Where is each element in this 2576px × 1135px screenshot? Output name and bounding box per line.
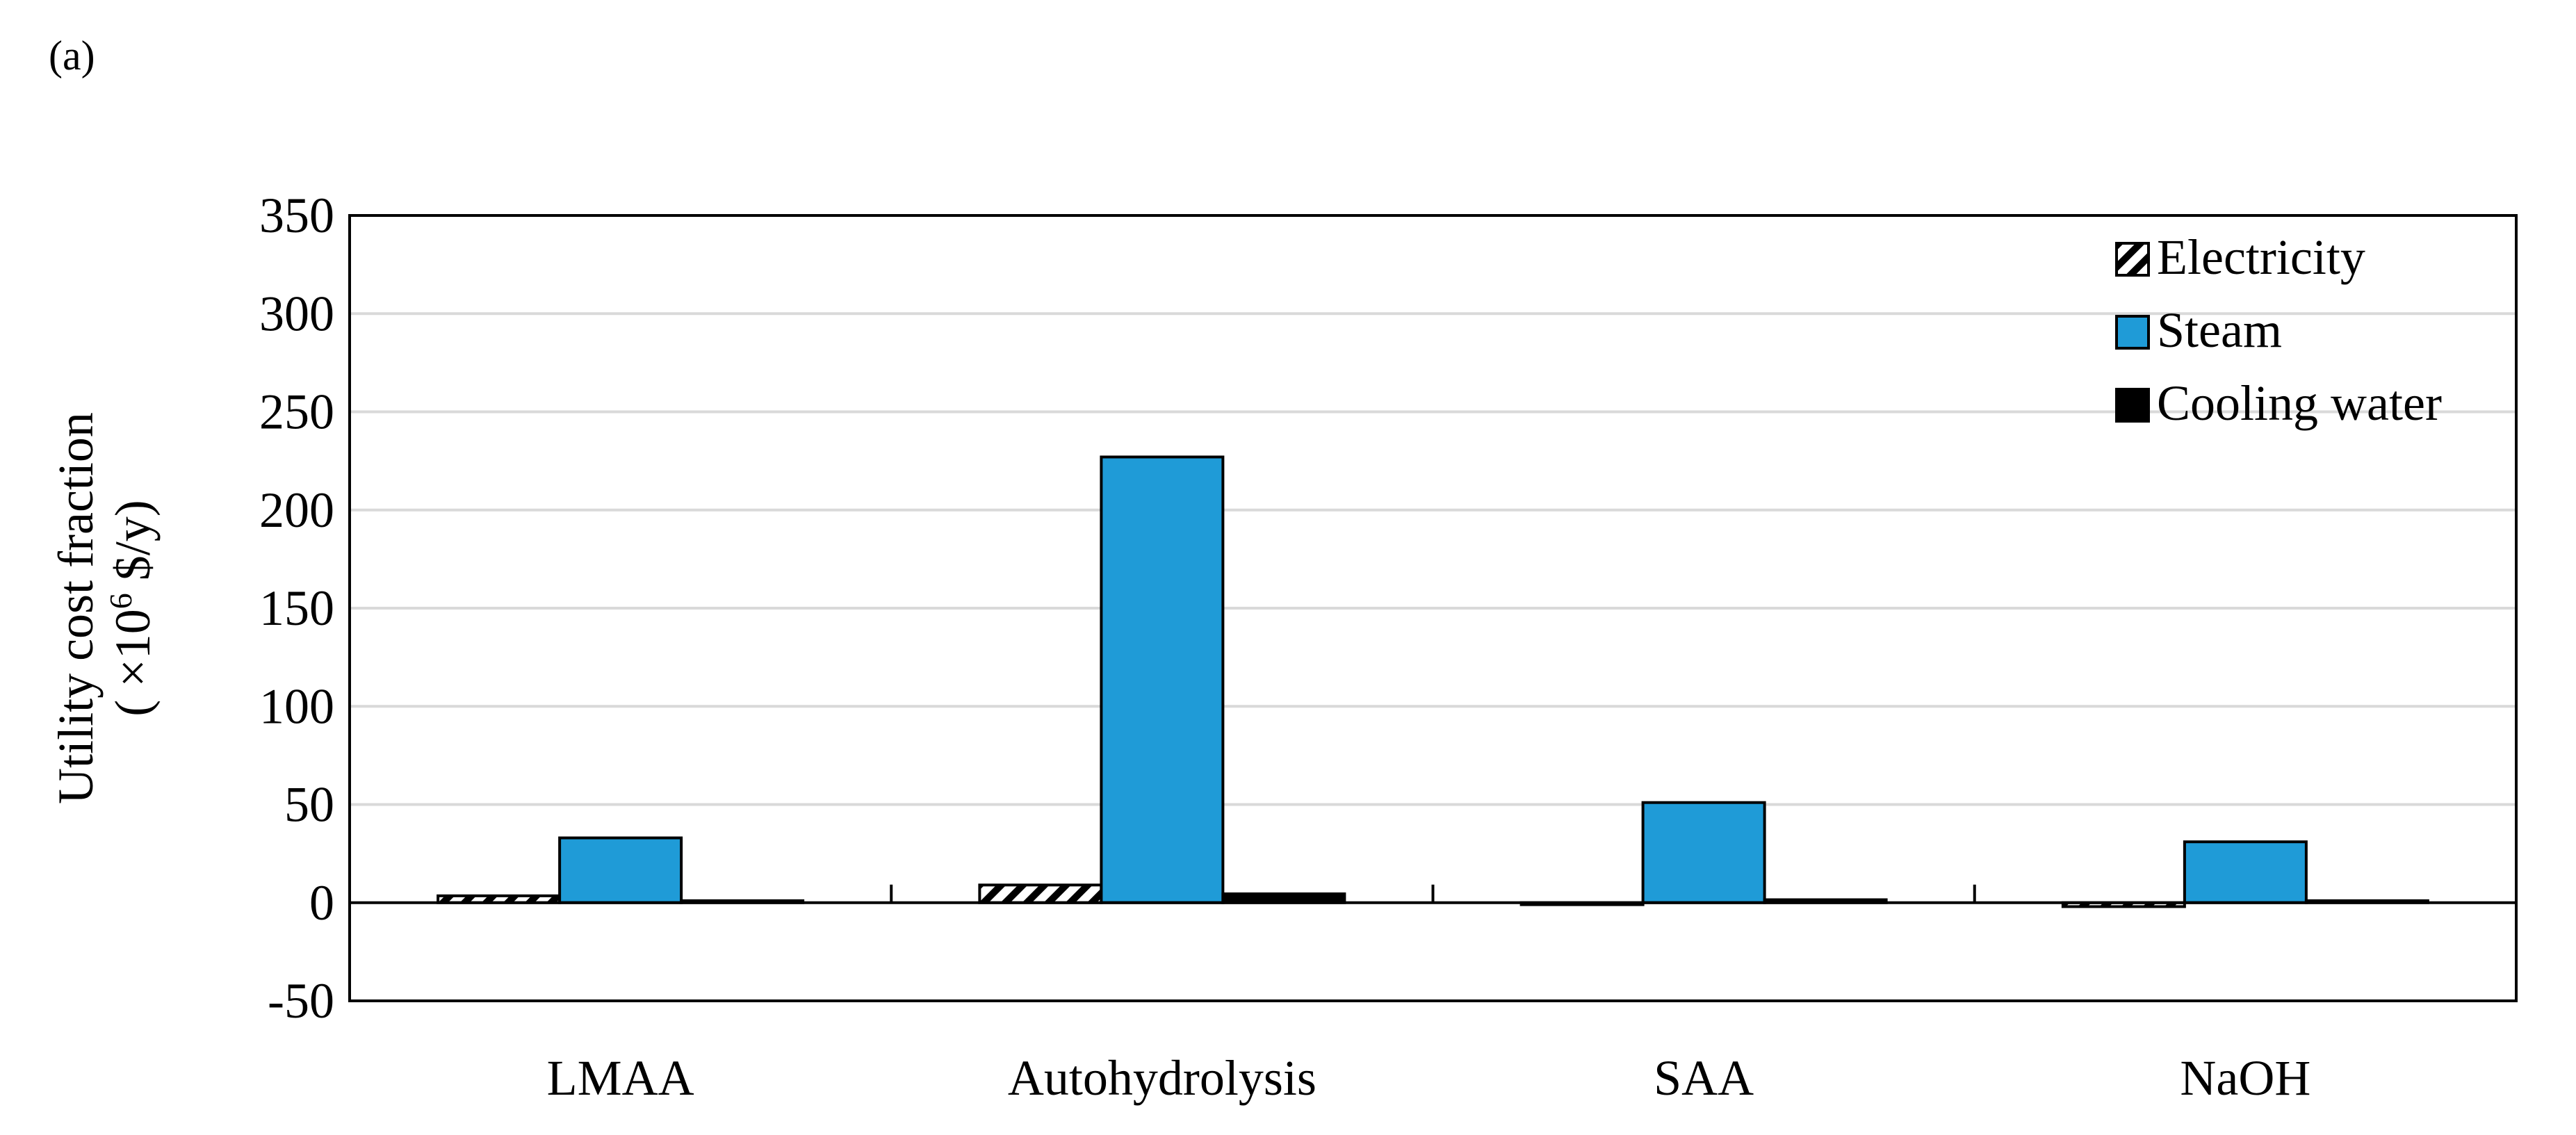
bar-steam (1641, 801, 1766, 904)
x-axis-ticks: LMAA Autohydrolysis SAA NaOH (547, 884, 2310, 1106)
y-axis-label-exponent: 6 (103, 593, 138, 609)
panel-label: (a) (49, 33, 95, 79)
y-axis-label-suffix: $/y) (105, 500, 161, 593)
y-tick-label: 300 (259, 286, 334, 341)
bars (437, 455, 2429, 908)
bar-electricity (978, 883, 1103, 904)
x-tick-label: Autohydrolysis (1008, 1050, 1316, 1106)
y-tick-label: 50 (284, 777, 334, 833)
bar-steam (2183, 840, 2308, 904)
legend: Electricity Steam Cooling water (2115, 229, 2442, 431)
bar-steam (1100, 455, 1225, 904)
x-tick-label: SAA (1654, 1050, 1754, 1106)
bar-steam (558, 836, 683, 904)
y-tick-label: 350 (259, 188, 334, 243)
legend-swatch (2115, 315, 2150, 350)
y-axis-ticks: -50 0 50 100 150 200 250 300 350 (259, 188, 334, 1029)
y-tick-label: 0 (309, 875, 334, 931)
y-axis-label-prefix: ( ×10 (105, 609, 161, 717)
x-tick-label: LMAA (547, 1050, 694, 1106)
gridlines (350, 312, 2516, 806)
y-tick-label: 100 (259, 678, 334, 734)
y-tick-label: -50 (268, 973, 334, 1029)
legend-label: Electricity (2157, 229, 2365, 285)
y-tick-label: 200 (259, 482, 334, 538)
y-axis-label-line1: Utility cost fraction (48, 412, 104, 804)
legend-swatch (2115, 242, 2150, 277)
legend-label: Steam (2157, 302, 2282, 358)
x-tick-label: NaOH (2180, 1050, 2310, 1106)
y-axis-label-line2: ( ×106 $/y) (103, 500, 161, 717)
y-tick-label: 250 (259, 384, 334, 440)
legend-swatch (2115, 388, 2150, 423)
plot-frame (348, 214, 2518, 1002)
legend-label: Cooling water (2157, 375, 2442, 431)
y-tick-label: 150 (259, 580, 334, 636)
